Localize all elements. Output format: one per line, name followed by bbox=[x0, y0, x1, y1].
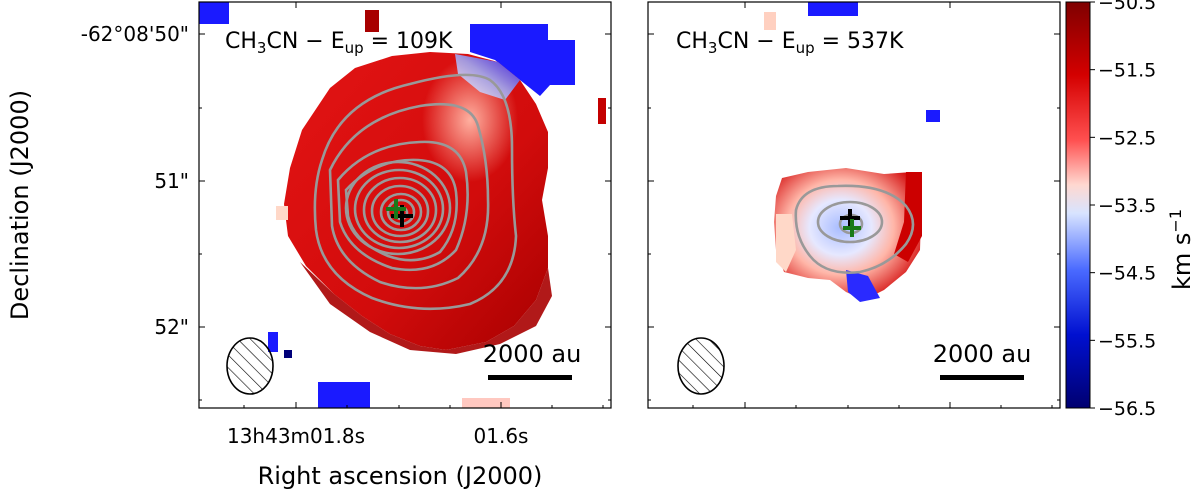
blue-region bbox=[318, 382, 370, 408]
colorbar-tick-label: −56.5 bbox=[1098, 398, 1156, 420]
colorbar-tick-label: −52.5 bbox=[1098, 127, 1156, 149]
green-cross-marker bbox=[386, 199, 406, 219]
dark-red-edge bbox=[300, 262, 552, 354]
y-tick-label: 52" bbox=[154, 315, 189, 339]
red-patch bbox=[598, 98, 606, 124]
y-axis-label: Declination (J2000) bbox=[6, 90, 34, 320]
blue-gradient-edge bbox=[455, 54, 520, 100]
x-tick-label: 01.6s bbox=[474, 424, 529, 448]
blue-patch bbox=[199, 2, 229, 24]
intensity-contours bbox=[313, 73, 518, 311]
beam-ellipse bbox=[677, 337, 725, 395]
blue-patch bbox=[926, 110, 940, 122]
colorbar-tick-label: −50.5 bbox=[1098, 0, 1156, 14]
colorbar-tick-label: −54.5 bbox=[1098, 263, 1156, 285]
blue-patch bbox=[268, 332, 278, 352]
right-scale-bar bbox=[940, 375, 1024, 380]
right-scale-bar-label: 2000 au bbox=[933, 340, 1032, 368]
left-panel-frame bbox=[198, 1, 612, 409]
x-tick-labels: 13h43m01.8s 01.6s bbox=[227, 424, 528, 448]
pink-edge bbox=[776, 214, 796, 272]
right-panel-title: CH3CN − Eup = 537K bbox=[676, 29, 904, 57]
colorbar-label: km s−1 bbox=[1166, 209, 1196, 290]
right-velocity-map bbox=[677, 2, 940, 395]
right-panel: CH3CN − Eup = 537K 2000 au bbox=[647, 1, 1061, 409]
right-panel-frame bbox=[647, 1, 1061, 409]
blue-edge bbox=[846, 270, 880, 302]
x-tick-label: 13h43m01.8s bbox=[227, 424, 365, 448]
right-ticks bbox=[648, 2, 1060, 408]
y-tick-label: -62°08'50" bbox=[81, 22, 189, 46]
colorbar-ticks: −50.5 −51.5 −52.5 −53.5 −54.5 −55.5 −56.5 bbox=[1090, 0, 1156, 420]
left-scale-bar bbox=[488, 375, 572, 380]
y-tick-labels: -62°08'50" 51" 52" bbox=[81, 22, 189, 339]
pink-patch bbox=[764, 12, 776, 30]
left-scale-bar-label: 2000 au bbox=[483, 340, 582, 368]
pink-patch bbox=[462, 398, 510, 408]
x-axis-label: Right ascension (J2000) bbox=[258, 462, 543, 490]
red-edge bbox=[894, 172, 922, 262]
blue-patch bbox=[808, 2, 858, 16]
colorbar-tick-label: −55.5 bbox=[1098, 330, 1156, 352]
red-patch bbox=[365, 10, 379, 32]
left-panel: CH3CN − Eup = 109K 2000 au bbox=[198, 1, 612, 409]
pink-patch bbox=[276, 206, 288, 220]
left-panel-title: CH3CN − Eup = 109K bbox=[225, 29, 453, 57]
colorbar-tick-label: −51.5 bbox=[1098, 60, 1156, 82]
colorbar-tick-label: −53.5 bbox=[1098, 195, 1156, 217]
blue-patch bbox=[284, 350, 292, 358]
colorbar: −50.5 −51.5 −52.5 −53.5 −54.5 −55.5 −56.5 km s… bbox=[1065, 0, 1196, 420]
beam-ellipse bbox=[226, 337, 274, 395]
y-tick-label: 51" bbox=[154, 169, 189, 193]
green-cross-marker bbox=[843, 219, 861, 237]
colorbar-gradient bbox=[1065, 1, 1091, 409]
blue-region bbox=[470, 24, 575, 96]
left-ticks bbox=[199, 2, 611, 408]
left-velocity-map bbox=[199, 2, 606, 408]
